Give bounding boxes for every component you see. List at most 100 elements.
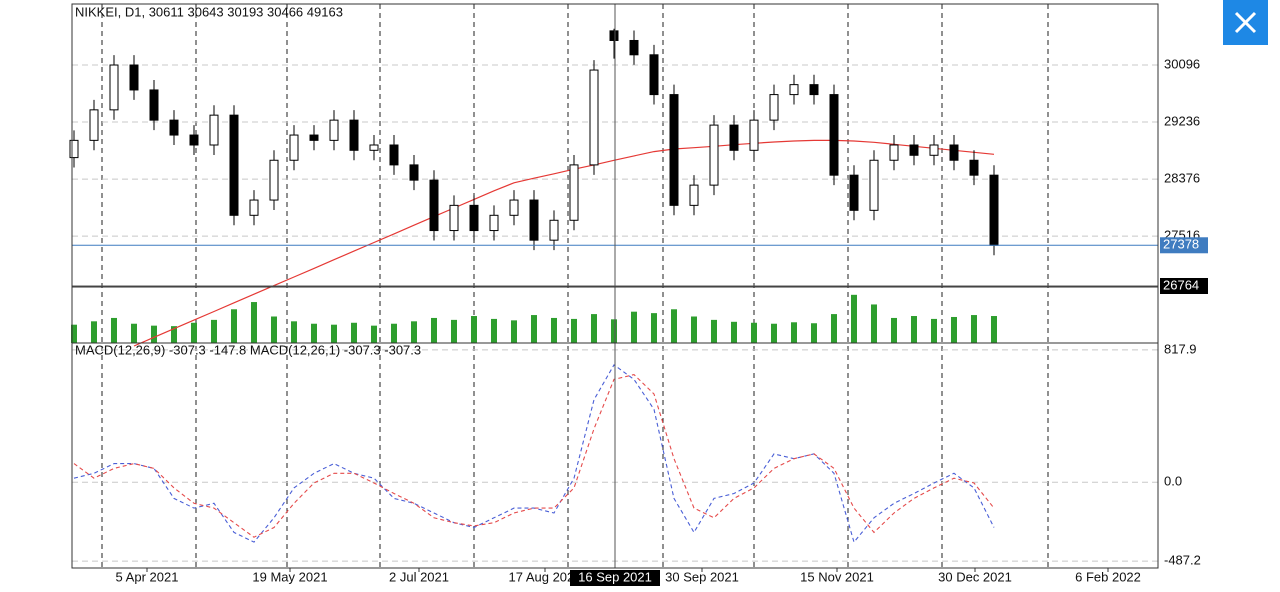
volume-bar	[371, 325, 377, 343]
volume-bar	[191, 322, 197, 343]
candle-body	[129, 64, 139, 91]
candle-body	[689, 184, 699, 206]
candle-body	[769, 94, 779, 121]
volume-bar	[751, 322, 757, 343]
x-tick-label: 17 Aug 2021	[508, 569, 581, 584]
volume-bar	[151, 325, 157, 343]
volume-bar	[731, 321, 737, 343]
macd-line	[73, 373, 995, 538]
volume-bar	[831, 314, 837, 343]
candle-body	[989, 174, 999, 246]
candle-body	[349, 119, 359, 151]
x-tick-label: 30 Dec 2021	[938, 569, 1012, 584]
current-price-label: 27378	[1163, 237, 1199, 252]
volume-bar	[591, 314, 597, 343]
volume-bar	[171, 326, 177, 343]
y-tick-label: 30096	[1164, 56, 1200, 71]
candle-body	[509, 199, 519, 216]
candle-body	[889, 144, 899, 161]
candle-body	[429, 179, 439, 232]
candle-body	[569, 164, 579, 221]
candle-body	[369, 144, 379, 151]
volume-bar	[251, 302, 257, 343]
macd-title: MACD(12,26,9) -307.3 -147.8 MACD(12,26,1…	[75, 342, 421, 357]
volume-bar	[291, 321, 297, 343]
candle-body	[809, 84, 819, 96]
candle-body	[69, 139, 79, 159]
volume-bar	[931, 318, 937, 343]
crosshair-date-box	[570, 570, 660, 586]
volume-bar	[691, 316, 697, 343]
candle-body	[489, 214, 499, 232]
current-price-box	[1160, 237, 1208, 254]
volume-bar	[131, 323, 137, 343]
volume-bar	[911, 316, 917, 343]
candle-body	[549, 219, 559, 241]
candle-body	[449, 204, 459, 232]
volume-bar	[571, 318, 577, 343]
volume-bar	[811, 323, 817, 343]
candle-body	[609, 30, 619, 41]
candle-body	[249, 199, 259, 216]
volume-bar	[511, 320, 517, 343]
candle-body	[189, 134, 199, 146]
close-button[interactable]	[1223, 0, 1268, 45]
volume-bar	[531, 315, 537, 343]
y-tick-label: 0.0	[1164, 474, 1182, 489]
volume-bar	[351, 322, 357, 343]
volume-bar	[491, 318, 497, 343]
x-tick-label: 5 Apr 2021	[116, 569, 179, 584]
candle-body	[229, 114, 239, 216]
candle-body	[749, 119, 759, 151]
crosshair-date-label: 16 Sep 2021	[578, 569, 652, 584]
candle-body	[169, 119, 179, 136]
volume-bar	[211, 319, 217, 343]
volume-bar	[271, 316, 277, 343]
volume-bar	[671, 309, 677, 343]
volume-bar	[411, 321, 417, 343]
volume-bar	[611, 319, 617, 343]
y-tick-label: 817.9	[1164, 341, 1197, 356]
candle-body	[829, 94, 839, 176]
volume-bar	[71, 324, 77, 343]
volume-bar	[451, 319, 457, 343]
candle-body	[669, 94, 679, 206]
candle-body	[649, 54, 659, 96]
volume-bar	[711, 319, 717, 343]
macd-line	[73, 364, 995, 544]
candle-body	[849, 174, 859, 211]
x-tick-label: 6 Feb 2022	[1075, 569, 1141, 584]
candle-body	[209, 114, 219, 146]
candle-body	[949, 144, 959, 161]
candle-body	[929, 144, 939, 156]
candle-body	[869, 159, 879, 211]
frame	[71, 3, 1159, 569]
candle-body	[969, 159, 979, 176]
x-tick-label: 30 Sep 2021	[665, 569, 739, 584]
moving-average	[133, 139, 995, 347]
close-icon	[1234, 11, 1257, 34]
candle-body	[909, 144, 919, 156]
volume-bar	[231, 309, 237, 343]
candle-body	[729, 124, 739, 151]
candle-body	[309, 134, 319, 141]
volume-bar	[651, 313, 657, 343]
candle-body	[389, 144, 399, 166]
volume-bar	[471, 316, 477, 343]
candle-body	[329, 119, 339, 141]
candle-body	[89, 109, 99, 141]
volume-bar	[951, 316, 957, 343]
crosshair-price-label: 26764	[1163, 277, 1199, 292]
price-title: NIKKEI, D1, 30611 30643 30193 30466 4916…	[75, 4, 343, 19]
volume-bar	[791, 322, 797, 343]
candle-body	[469, 204, 479, 232]
y-tick-label: 29236	[1164, 113, 1200, 128]
y-tick-label: -487.2	[1164, 553, 1201, 568]
x-tick-label: 2 Jul 2021	[389, 569, 449, 584]
volume-bar	[851, 294, 857, 343]
volume-bar	[91, 321, 97, 343]
volume-bar	[431, 317, 437, 343]
candle-body	[269, 159, 279, 201]
